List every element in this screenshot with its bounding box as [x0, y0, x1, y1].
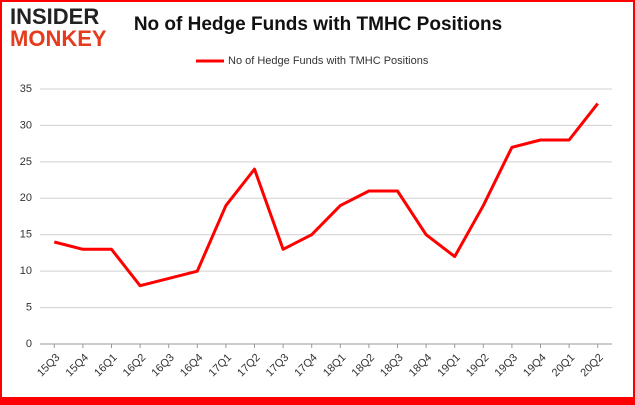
y-tick-label: 0 [26, 338, 32, 350]
y-tick-label: 10 [20, 265, 32, 277]
legend-label: No of Hedge Funds with TMHC Positions [228, 55, 429, 67]
y-tick-label: 30 [20, 119, 32, 131]
logo-top: INSIDER [10, 4, 99, 29]
logo-bottom: MONKEY [10, 26, 107, 51]
y-tick-label: 5 [26, 301, 32, 313]
y-tick-label: 35 [20, 83, 32, 95]
bottom-bar [0, 397, 635, 405]
chart-title: No of Hedge Funds with TMHC Positions [134, 14, 502, 35]
line-series [53, 102, 599, 288]
y-tick-label: 20 [20, 192, 32, 204]
y-tick-label: 15 [20, 229, 32, 241]
y-tick-label: 25 [20, 156, 32, 168]
